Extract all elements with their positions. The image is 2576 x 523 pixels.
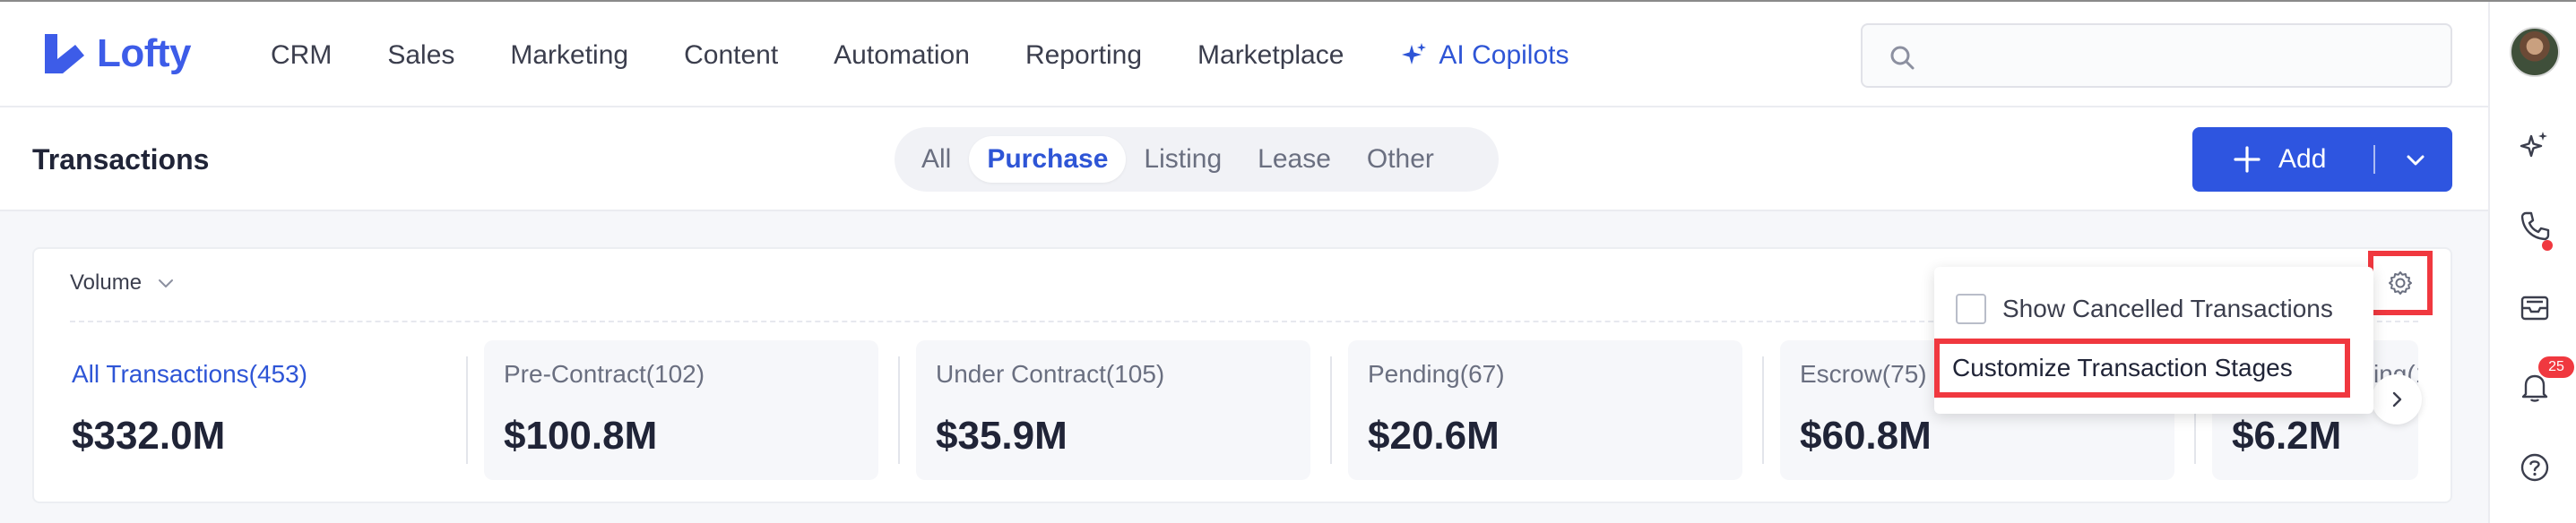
window-top-border <box>0 0 2576 2</box>
nav-item-crm[interactable]: CRM <box>271 40 333 70</box>
chevron-down-icon <box>159 279 174 287</box>
lofty-logo-icon <box>45 34 84 73</box>
show-cancelled-label: Show Cancelled Transactions <box>2002 295 2333 322</box>
global-search-input[interactable] <box>1861 23 2452 88</box>
add-button-label: Add <box>2278 144 2327 174</box>
chevron-down-icon[interactable] <box>2402 147 2429 174</box>
lofty-logo[interactable]: Lofty <box>39 29 192 79</box>
nav-item-marketing[interactable]: Marketing <box>510 40 629 70</box>
stat-value: $35.9M <box>936 414 1068 458</box>
stat-divider <box>898 356 900 464</box>
stat-under-contract[interactable]: Under Contract(105) $35.9M <box>916 340 1310 480</box>
main-nav: CRM Sales Marketing Content Automation R… <box>271 36 1569 75</box>
plus-icon <box>2234 146 2260 173</box>
settings-dropdown: Show Cancelled Transactions Customize Tr… <box>1934 267 2373 414</box>
nav-item-content[interactable]: Content <box>684 40 779 70</box>
stat-label: Under Contract(105) <box>936 360 1165 388</box>
add-button-divider <box>2373 145 2375 174</box>
sparkle-icon <box>1402 43 1427 64</box>
bell-icon <box>2521 374 2548 402</box>
stat-label: Escrow(75) <box>1800 360 1927 388</box>
metric-selector-label: Volume <box>70 270 143 295</box>
scroll-right-button[interactable] <box>2372 374 2422 424</box>
help-icon <box>2520 453 2549 482</box>
inbox-unread-dot <box>2542 240 2553 251</box>
stat-value: $100.8M <box>504 414 658 458</box>
customize-stages-option[interactable]: Customize Transaction Stages <box>1934 339 2350 398</box>
stat-value: $6.2M <box>2232 414 2342 458</box>
chevron-right-icon <box>2392 391 2402 407</box>
stat-divider <box>466 356 468 464</box>
phone-button[interactable] <box>2517 208 2553 244</box>
help-button[interactable] <box>2517 450 2553 485</box>
stat-all-transactions[interactable]: All Transactions(453) $332.0M <box>52 340 464 480</box>
page-header: Transactions All Purchase Listing Lease … <box>0 107 2488 211</box>
add-transaction-button[interactable]: Add <box>2192 127 2452 192</box>
user-avatar[interactable] <box>2510 27 2560 77</box>
top-navigation-bar: Lofty CRM Sales Marketing Content Automa… <box>0 2 2488 107</box>
sparkle-icon <box>2520 132 2547 158</box>
stat-value: $60.8M <box>1800 414 1932 458</box>
nav-item-ai-copilots[interactable]: AI Copilots <box>1399 36 1569 75</box>
nav-item-sales[interactable]: Sales <box>387 40 455 70</box>
tab-listing[interactable]: Listing <box>1144 144 1223 174</box>
nav-item-automation[interactable]: Automation <box>834 40 970 70</box>
phone-icon <box>2520 211 2550 241</box>
tab-all[interactable]: All <box>921 144 952 174</box>
search-icon <box>1890 46 1915 70</box>
notification-count-badge: 25 <box>2538 356 2574 378</box>
stat-pre-contract[interactable]: Pre-Contract(102) $100.8M <box>484 340 878 480</box>
transaction-type-tabs: All Purchase Listing Lease Other <box>895 127 1499 192</box>
tab-purchase[interactable]: Purchase <box>969 136 1127 183</box>
gear-icon <box>2389 271 2412 295</box>
stat-divider <box>1762 356 1764 464</box>
right-rail: 25 <box>2488 2 2576 523</box>
tab-lease[interactable]: Lease <box>1258 144 1331 174</box>
stat-label: Pending(67) <box>1368 360 1505 388</box>
stat-divider <box>1330 356 1332 464</box>
stat-label: All Transactions(453) <box>72 360 308 388</box>
metric-selector[interactable]: Volume <box>70 270 176 296</box>
nav-item-marketplace[interactable]: Marketplace <box>1197 40 1344 70</box>
logo-text: Lofty <box>97 31 192 75</box>
ai-sparkle-button[interactable] <box>2517 127 2553 163</box>
inbox-icon <box>2520 296 2549 321</box>
settings-gear-button[interactable] <box>2368 251 2433 315</box>
inbox-button[interactable] <box>2517 288 2553 324</box>
tab-other[interactable]: Other <box>1366 144 1434 174</box>
ai-copilots-label: AI Copilots <box>1439 40 1569 70</box>
stat-value: $332.0M <box>72 414 226 458</box>
show-cancelled-checkbox[interactable] <box>1956 294 1986 324</box>
stat-value: $20.6M <box>1368 414 1500 458</box>
add-button-main[interactable]: Add <box>2232 127 2326 192</box>
nav-item-reporting[interactable]: Reporting <box>1024 40 1143 70</box>
card-divider <box>70 321 2418 322</box>
notifications-button[interactable] <box>2517 369 2553 405</box>
stat-label: Pre-Contract(102) <box>504 360 705 388</box>
stat-pending[interactable]: Pending(67) $20.6M <box>1348 340 1742 480</box>
customize-stages-label: Customize Transaction Stages <box>1952 354 2293 382</box>
show-cancelled-option[interactable]: Show Cancelled Transactions <box>1956 294 2333 324</box>
page-title: Transactions <box>32 143 210 176</box>
